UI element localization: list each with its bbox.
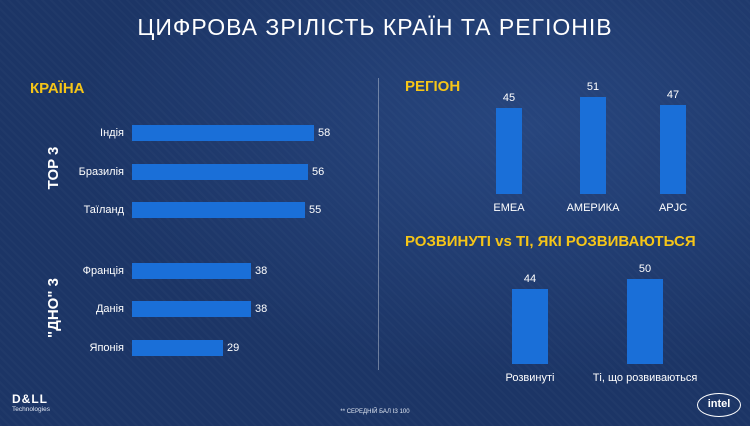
country-bar — [132, 301, 251, 317]
country-bar-row: Франція 38 — [83, 263, 352, 279]
top3-group-label: TOP 3 — [45, 146, 62, 190]
country-bar — [132, 263, 251, 279]
country-value-label: 38 — [255, 303, 268, 315]
region-section-title: РЕГІОН — [405, 78, 461, 95]
developed-value-label: 50 — [638, 263, 652, 275]
developed-value-label: 44 — [523, 273, 537, 285]
country-label: Бразилія — [78, 166, 124, 178]
country-value-label: 58 — [318, 127, 331, 139]
region-category-label: АМЕРИКА — [566, 202, 620, 214]
developed-category-label: Ті, що розвиваються — [592, 372, 698, 384]
country-bar — [132, 164, 308, 180]
country-bar-row: Бразилія 56 — [79, 164, 352, 180]
region-value-label: 47 — [666, 89, 680, 101]
intel-logo: intel — [697, 393, 741, 417]
region-category-label: EMEA — [493, 202, 525, 214]
dell-logo-subtitle: Technologies — [12, 406, 50, 413]
country-label: Таїланд — [83, 204, 124, 216]
region-value-label: 45 — [502, 92, 516, 104]
country-value-label: 55 — [309, 204, 322, 216]
country-bar-row: Індія 58 — [100, 125, 352, 141]
dell-technologies-logo: D&LL Technologies — [12, 393, 60, 417]
country-section-title: КРАЇНА — [30, 80, 85, 97]
country-label: Данія — [95, 303, 124, 315]
region-category-label: APJC — [658, 202, 688, 214]
country-bar-row: Данія 38 — [96, 301, 352, 317]
dell-logo-mark: D&LL — [12, 392, 48, 406]
region-bar — [496, 108, 522, 194]
section-divider — [378, 78, 379, 370]
region-bar — [660, 105, 686, 194]
country-value-label: 38 — [255, 265, 268, 277]
region-bar — [580, 97, 606, 194]
developed-bar — [512, 289, 548, 364]
country-bar — [132, 202, 305, 218]
bottom3-group-label: "ДНО" 3 — [45, 278, 62, 338]
country-bar-row: Японія 29 — [90, 340, 352, 356]
country-value-label: 56 — [312, 166, 325, 178]
developed-bar — [627, 279, 663, 364]
country-label: Японія — [89, 342, 125, 354]
country-value-label: 29 — [227, 342, 240, 354]
country-bar-row: Таїланд 55 — [84, 202, 352, 218]
country-label: Індія — [100, 127, 124, 139]
developed-section-title: РОЗВИНУТІ vs ТІ, ЯКІ РОЗВИВАЮТЬСЯ — [405, 233, 696, 250]
country-bar — [132, 340, 223, 356]
page-title: ЦИФРОВА ЗРІЛІСТЬ КРАЇН ТА РЕГІОНІВ — [137, 14, 613, 40]
footnote: ** СЕРЕДНІЙ БАЛ ІЗ 100 — [340, 409, 410, 415]
developed-category-label: Розвинуті — [505, 372, 555, 384]
country-bar — [132, 125, 314, 141]
country-label: Франція — [82, 265, 124, 277]
region-value-label: 51 — [586, 81, 600, 93]
